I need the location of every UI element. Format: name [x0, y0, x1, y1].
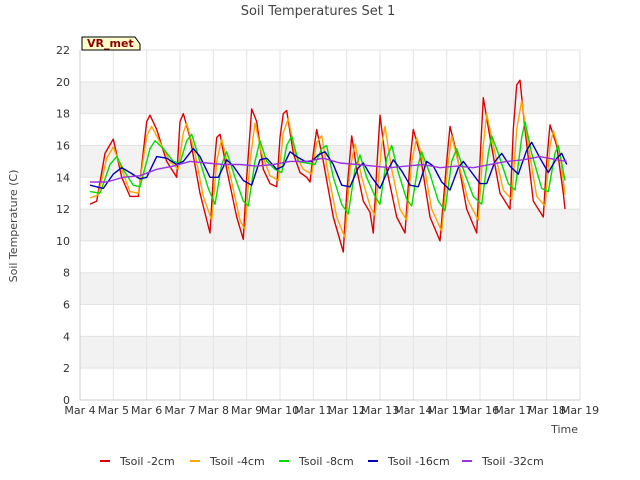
- x-tick-label: Mar 15: [428, 404, 466, 417]
- x-tick-label: Mar 14: [394, 404, 432, 417]
- x-tick-label: Mar 11: [294, 404, 332, 417]
- grid-band: [80, 81, 580, 114]
- y-tick-label: 6: [63, 299, 70, 312]
- y-tick-label: 8: [63, 267, 70, 280]
- station-badge-box: [81, 36, 141, 51]
- grid-band: [80, 336, 580, 369]
- x-tick-label: Mar 16: [461, 404, 499, 417]
- y-tick-label: 10: [56, 235, 70, 248]
- y-tick-label: 4: [63, 330, 70, 343]
- series-line-tsoil-32cm: [90, 155, 567, 183]
- y-tick-label: 22: [56, 44, 70, 57]
- x-tick-label: Mar 12: [328, 404, 366, 417]
- x-axis-label: Time: [550, 423, 578, 436]
- y-tick-label: 0: [63, 394, 70, 407]
- series-lines: [89, 79, 568, 253]
- y-axis-ticks: 0 2 4 6 8 10 12 14 16 18 20 22: [56, 44, 70, 407]
- y-tick-label: 12: [56, 203, 70, 216]
- x-tick-label: Mar 8: [198, 404, 229, 417]
- plot-background: [80, 50, 580, 400]
- y-tick-label: 14: [56, 171, 70, 184]
- legend-label: Tsoil -2cm: [119, 455, 175, 468]
- x-tick-label: Mar 6: [131, 404, 162, 417]
- y-tick-label: 18: [56, 108, 70, 121]
- x-tick-label: Mar 19: [561, 404, 599, 417]
- grid-band: [80, 272, 580, 305]
- x-tick-label: Mar 10: [261, 404, 299, 417]
- legend-label: Tsoil -16cm: [387, 455, 450, 468]
- series-line-tsoil-4cm: [89, 100, 566, 239]
- grid-band: [80, 209, 580, 241]
- station-badge-label: VR_met: [87, 37, 134, 50]
- y-tick-label: 2: [63, 362, 70, 375]
- legend-label: Tsoil -32cm: [481, 455, 544, 468]
- x-tick-label: Mar 13: [361, 404, 399, 417]
- series-line-tsoil-16cm: [89, 141, 568, 191]
- x-tick-label: Mar 9: [231, 404, 262, 417]
- x-tick-label: Mar 4: [64, 404, 95, 417]
- y-tick-label: 20: [56, 76, 70, 89]
- x-tick-label: Mar 5: [98, 404, 129, 417]
- y-tick-label: 16: [56, 139, 70, 152]
- legend-label: Tsoil -4cm: [209, 455, 265, 468]
- x-tick-label: Mar 17: [494, 404, 532, 417]
- x-tick-label: Mar 18: [528, 404, 566, 417]
- series-line-tsoil-8cm: [89, 120, 566, 215]
- legend-label: Tsoil -8cm: [298, 455, 354, 468]
- station-badge: VR_met: [81, 36, 141, 51]
- chart-title: Soil Temperatures Set 1: [241, 4, 396, 19]
- y-axis-label: Soil Temperature (C): [7, 170, 20, 283]
- legend: Tsoil -2cm Tsoil -4cm Tsoil -8cm Tsoil -16c…: [100, 455, 544, 468]
- x-tick-label: Mar 7: [164, 404, 195, 417]
- series-line-tsoil-2cm: [89, 79, 566, 253]
